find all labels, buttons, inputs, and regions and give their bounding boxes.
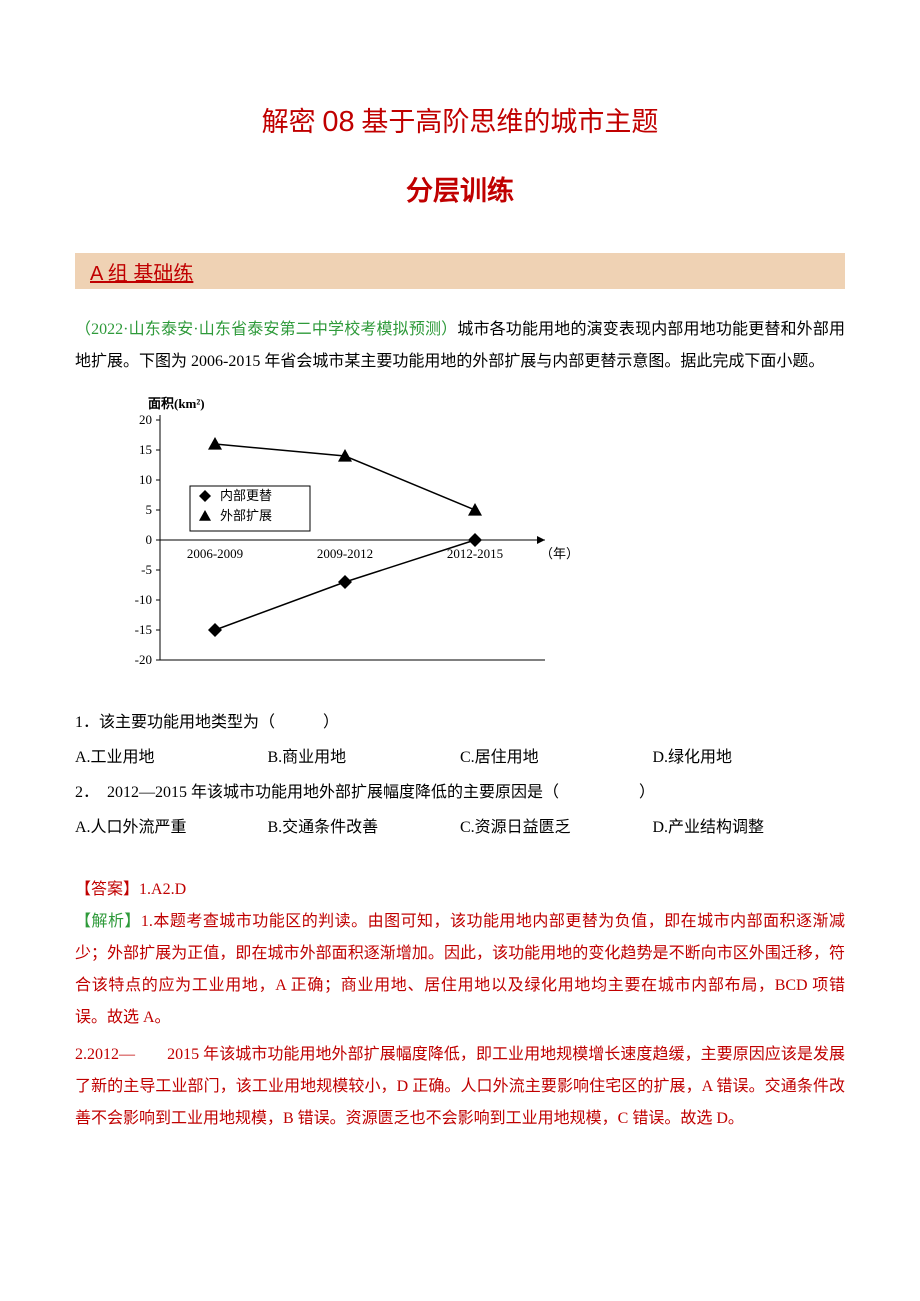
svg-text:5: 5 xyxy=(146,502,153,517)
svg-text:2006-2009: 2006-2009 xyxy=(187,546,243,561)
sub-title: 分层训练 xyxy=(75,169,845,208)
option: C.居住用地 xyxy=(460,742,653,774)
analysis-container: 【解析】1.本题考查城市功能区的判读。由图可知，该功能用地内部更替为负值，即在城… xyxy=(75,906,845,1135)
line-chart: 面积(km²)20 15 10 5 0 -5 -10 -15 -20 2006-2009 2009-… xyxy=(95,390,845,695)
svg-text:-5: -5 xyxy=(141,562,152,577)
svg-text:-10: -10 xyxy=(135,592,152,607)
option: D.产业结构调整 xyxy=(653,812,846,844)
analysis-paragraph: 2.2012— 2015 年该城市功能用地外部扩展幅度降低，即工业用地规模增长速… xyxy=(75,1039,845,1135)
question-source: （2022·山东泰安·山东省泰安第二中学校考模拟预测） xyxy=(75,321,457,338)
svg-text:内部更替: 内部更替 xyxy=(220,488,272,503)
analysis-label: 【解析】 xyxy=(75,913,141,930)
option: B.交通条件改善 xyxy=(268,812,461,844)
analysis-paragraph: 【解析】1.本题考查城市功能区的判读。由图可知，该功能用地内部更替为负值，即在城… xyxy=(75,906,845,1034)
svg-text:面积(km²): 面积(km²) xyxy=(148,396,205,411)
svg-text:2009-2012: 2009-2012 xyxy=(317,546,373,561)
questions-container: 1．该主要功能用地类型为（ ）A.工业用地B.商业用地C.居住用地D.绿化用地2… xyxy=(75,707,845,844)
svg-text:-20: -20 xyxy=(135,652,152,667)
chart-svg: 面积(km²)20 15 10 5 0 -5 -10 -15 -20 2006-2009 2009-… xyxy=(95,390,575,690)
answer-text: 1.A2.D xyxy=(139,881,186,898)
question-text: 2． 2012—2015 年该城市功能用地外部扩展幅度降低的主要原因是（ ） xyxy=(75,777,845,809)
section-banner-text: A 组 基础练 xyxy=(90,257,193,286)
option: C.资源日益匮乏 xyxy=(460,812,653,844)
main-title-num: 08 xyxy=(322,106,354,138)
question-text: 1．该主要功能用地类型为（ ） xyxy=(75,707,845,739)
main-title-suffix: 基于高阶思维的城市主题 xyxy=(355,107,659,137)
section-banner: A 组 基础练 xyxy=(75,253,845,289)
question-options: A.人口外流严重B.交通条件改善C.资源日益匮乏D.产业结构调整 xyxy=(75,812,845,844)
svg-text:-15: -15 xyxy=(135,622,152,637)
svg-text:外部扩展: 外部扩展 xyxy=(220,508,272,523)
analysis-text: 2.2012— 2015 年该城市功能用地外部扩展幅度降低，即工业用地规模增长速… xyxy=(75,1046,845,1127)
svg-text:2012-2015: 2012-2015 xyxy=(447,546,503,561)
main-title-prefix: 解密 xyxy=(262,107,323,137)
svg-text:（年）: （年） xyxy=(540,546,575,561)
intro-paragraph: （2022·山东泰安·山东省泰安第二中学校考模拟预测）城市各功能用地的演变表现内… xyxy=(75,314,845,378)
option: D.绿化用地 xyxy=(653,742,846,774)
answer-block: 【答案】1.A2.D 【解析】1.本题考查城市功能区的判读。由图可知，该功能用地… xyxy=(75,874,845,1135)
main-title: 解密 08 基于高阶思维的城市主题 xyxy=(75,100,845,139)
svg-text:20: 20 xyxy=(139,412,152,427)
analysis-text: 1.本题考查城市功能区的判读。由图可知，该功能用地内部更替为负值，即在城市内部面… xyxy=(75,913,845,1026)
answer-label: 【答案】 xyxy=(75,881,139,898)
option: A.人口外流严重 xyxy=(75,812,268,844)
question-options: A.工业用地B.商业用地C.居住用地D.绿化用地 xyxy=(75,742,845,774)
svg-text:0: 0 xyxy=(146,532,153,547)
answer-line: 【答案】1.A2.D xyxy=(75,874,845,906)
svg-text:10: 10 xyxy=(139,472,152,487)
option: A.工业用地 xyxy=(75,742,268,774)
option: B.商业用地 xyxy=(268,742,461,774)
svg-text:15: 15 xyxy=(139,442,152,457)
